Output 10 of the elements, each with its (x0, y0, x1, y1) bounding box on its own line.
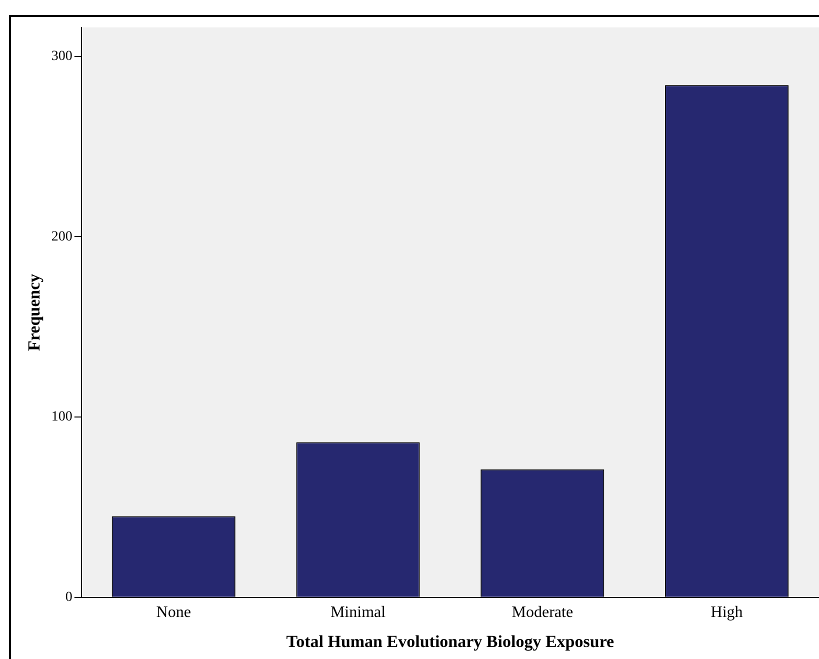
y-tick-label: 300 (51, 48, 72, 64)
x-tick-label: High (710, 604, 743, 622)
x-tick-label: Minimal (330, 604, 386, 622)
y-tick-label: 100 (51, 410, 72, 425)
y-tick-label: 200 (51, 229, 72, 244)
y-tick-label: 0 (65, 590, 72, 606)
x-tick-label: Moderate (512, 604, 574, 622)
x-axis-title: Total Human Evolutionary Biology Exposure (286, 632, 615, 652)
y-axis-title: Frequency (24, 273, 44, 351)
x-tick-label: None (156, 604, 191, 622)
